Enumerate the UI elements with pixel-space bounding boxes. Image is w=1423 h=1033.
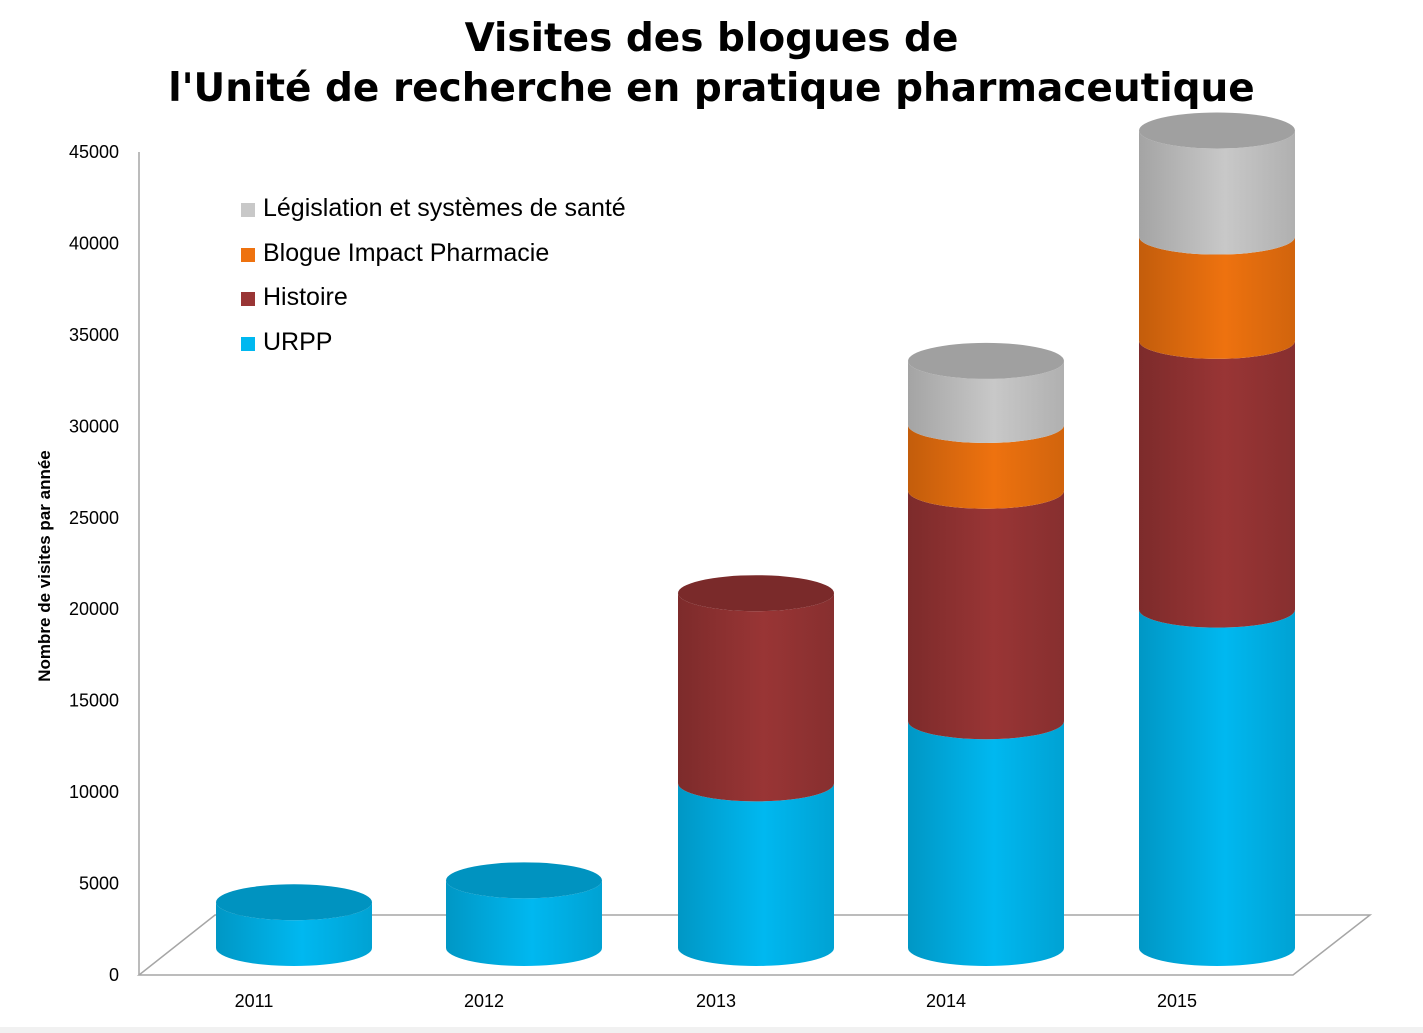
bar-segment	[908, 424, 1064, 509]
chart-title-line-2: l'Unité de recherche en pratique pharmac…	[168, 66, 1255, 111]
bar-segment	[1139, 130, 1295, 255]
x-axis-ticks: 2011 2012 2013 2014 2015	[235, 991, 1197, 1011]
y-tick-label: 45000	[69, 142, 119, 162]
bottom-divider	[0, 1027, 1423, 1033]
y-tick-label: 35000	[69, 325, 119, 345]
legend-swatch	[241, 247, 255, 262]
bar-segment	[1139, 340, 1295, 628]
legend-label: URPP	[263, 327, 333, 356]
chart-title: Visites des blogues de l'Unité de recher…	[0, 14, 1423, 114]
bar-segment	[446, 880, 602, 966]
bar-segment	[1139, 609, 1295, 966]
legend-label: Législation et systèmes de santé	[263, 194, 626, 222]
y-tick-label: 0	[109, 965, 119, 985]
y-axis-ticks: 0 5000 10000 15000 20000 25000 30000 35000 40000…	[69, 142, 119, 985]
y-tick-label: 15000	[69, 691, 119, 711]
bar-cap	[678, 575, 834, 612]
x-tick-label: 2015	[1157, 991, 1197, 1011]
legend-label: Blogue Impact Pharmacie	[263, 238, 550, 267]
legend-swatch	[241, 292, 255, 306]
y-tick-label: 5000	[79, 874, 119, 894]
bar-segment	[908, 721, 1064, 966]
y-tick-label: 25000	[69, 508, 119, 528]
bar-segment	[908, 360, 1064, 443]
x-tick-label: 2013	[696, 991, 736, 1011]
bar-segment	[908, 490, 1064, 740]
bar-cap	[908, 342, 1064, 379]
y-axis-label: Nombre de visites par année	[35, 450, 54, 681]
chart-title-line-1: Visites des blogues de	[464, 16, 959, 61]
bar-segment	[678, 783, 834, 966]
x-tick-label: 2012	[464, 991, 504, 1011]
chart-bars	[216, 112, 1295, 966]
legend-label: Histoire	[263, 283, 348, 311]
legend-swatch	[241, 336, 255, 351]
bar-segment	[1139, 236, 1295, 359]
bar-segment	[216, 902, 372, 966]
x-tick-label: 2014	[926, 991, 966, 1011]
bar-cap	[1139, 112, 1295, 149]
y-tick-label: 40000	[69, 233, 119, 253]
bar-cap	[216, 884, 372, 921]
y-tick-label: 10000	[69, 782, 119, 802]
bar-cap	[446, 862, 602, 899]
y-tick-label: 30000	[69, 416, 119, 436]
bar-segment	[678, 593, 834, 802]
y-tick-label: 20000	[69, 599, 119, 619]
x-tick-label: 2011	[235, 991, 274, 1011]
legend-swatch	[241, 203, 255, 217]
